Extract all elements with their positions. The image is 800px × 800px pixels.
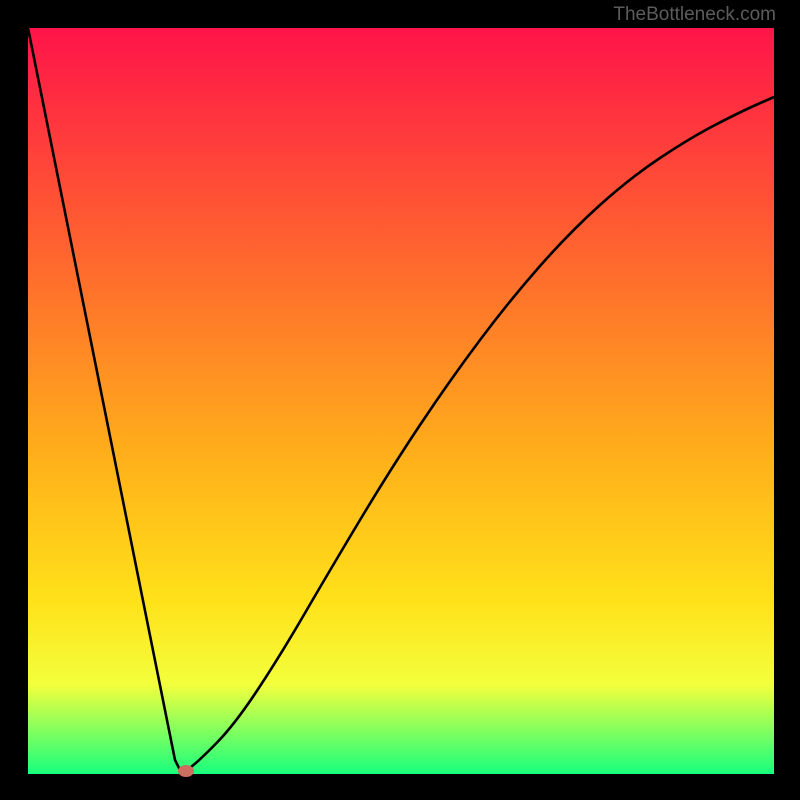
plot-gradient-background — [28, 28, 774, 774]
bottleneck-chart: TheBottleneck.com — [0, 0, 800, 800]
watermark-text: TheBottleneck.com — [613, 4, 776, 26]
